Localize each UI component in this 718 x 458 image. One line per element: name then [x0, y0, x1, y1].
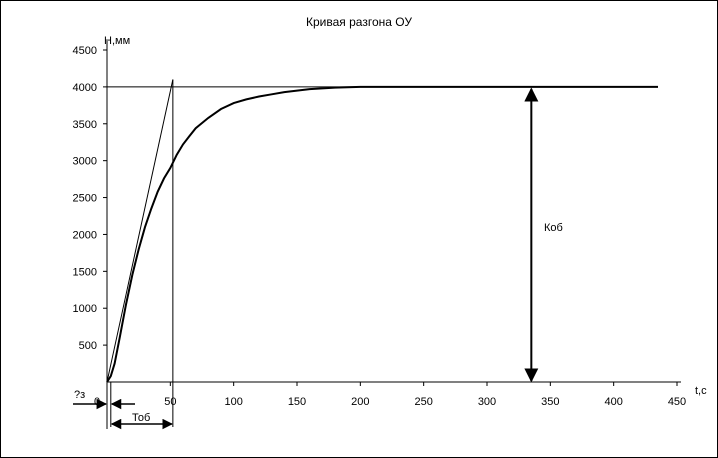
x-tick-label: 200: [351, 396, 369, 408]
x-tick-label: 0: [94, 396, 100, 408]
x-tick-label: 350: [541, 396, 559, 408]
time-constant-label: Тоб: [132, 412, 150, 424]
y-tick-label: 4000: [73, 82, 97, 94]
response-curve: [106, 85, 658, 383]
chart-title: Кривая разгона ОУ: [306, 15, 412, 29]
y-tick-label: 4500: [73, 45, 97, 57]
x-tick-label: 50: [164, 396, 176, 408]
y-tick-label: 2500: [73, 193, 97, 205]
y-axis-label: Н,мм: [104, 35, 130, 47]
tangent-line: [106, 79, 174, 383]
y-tick-label: 1500: [73, 266, 97, 278]
x-tick-label: 450: [668, 396, 686, 408]
y-tick-label: 3000: [73, 156, 97, 168]
y-tick-label: 3500: [73, 119, 97, 131]
x-tick-label: 150: [288, 396, 306, 408]
delay-label: ?з: [74, 389, 85, 401]
x-tick-label: 300: [478, 396, 496, 408]
y-tick-label: 500: [79, 340, 97, 352]
y-tick-label: 2000: [73, 229, 97, 241]
x-tick-label: 250: [414, 396, 432, 408]
x-tick-label: 100: [224, 396, 242, 408]
x-tick-label: 400: [604, 396, 622, 408]
y-tick-label: 1000: [73, 303, 97, 315]
x-axis-label: t,c: [695, 385, 707, 397]
gain-label: Коб: [544, 222, 563, 234]
